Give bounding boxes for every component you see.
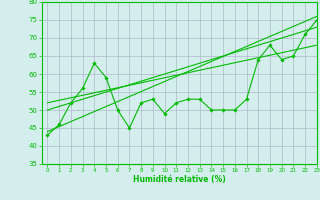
X-axis label: Humidité relative (%): Humidité relative (%) xyxy=(133,175,226,184)
